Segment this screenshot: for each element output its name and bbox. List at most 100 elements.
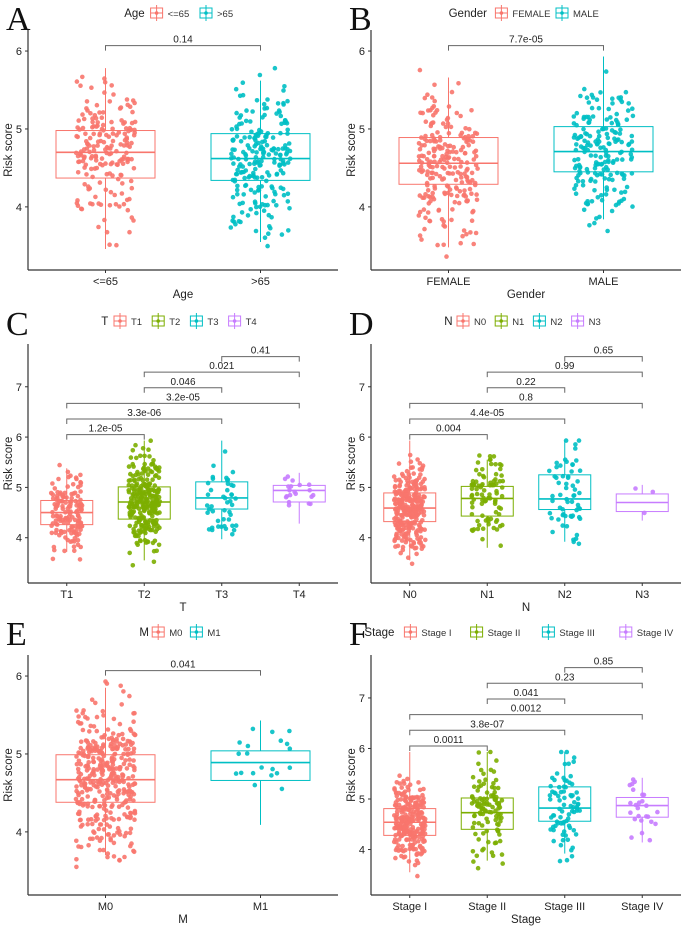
data-point <box>75 766 81 772</box>
data-point <box>157 465 162 470</box>
box-m1 <box>210 720 311 825</box>
data-point <box>142 453 147 459</box>
data-point <box>620 157 625 162</box>
data-point <box>417 233 423 238</box>
x-axis-title: T <box>179 602 186 614</box>
data-point <box>157 510 162 515</box>
data-point <box>92 799 97 804</box>
data-point <box>397 483 402 489</box>
data-point <box>150 493 155 499</box>
data-point <box>104 791 110 797</box>
data-point <box>121 121 126 126</box>
data-point <box>108 836 113 841</box>
data-point <box>437 174 443 179</box>
data-point <box>587 117 592 123</box>
data-point <box>558 463 563 468</box>
data-point <box>238 770 244 776</box>
data-point <box>68 509 73 514</box>
panel-letter: B <box>349 1 372 38</box>
data-point <box>484 828 489 834</box>
y-axis-title: Risk score <box>346 437 358 491</box>
data-point <box>57 498 62 504</box>
data-point <box>635 805 641 811</box>
data-point <box>101 128 106 133</box>
data-point <box>105 760 110 766</box>
data-point <box>570 483 576 488</box>
panel-letter: E <box>6 616 27 653</box>
data-point <box>613 117 619 123</box>
data-point <box>243 183 248 189</box>
data-point <box>130 563 136 568</box>
data-point <box>413 830 419 835</box>
legend-key-3: Stage III <box>541 624 595 640</box>
data-point <box>237 115 242 120</box>
data-point <box>574 122 579 128</box>
data-point <box>90 804 95 810</box>
data-point <box>123 758 128 763</box>
data-point <box>574 458 579 463</box>
data-point <box>95 143 100 148</box>
data-point <box>85 754 91 760</box>
data-point <box>215 518 221 524</box>
data-point <box>87 729 92 734</box>
data-point <box>226 517 232 522</box>
data-point <box>424 157 430 162</box>
data-point <box>285 98 290 104</box>
data-point <box>287 492 293 498</box>
data-point <box>230 469 236 475</box>
data-point <box>154 497 159 503</box>
data-point <box>416 492 422 498</box>
data-point <box>78 544 83 550</box>
data-point <box>419 546 425 551</box>
data-point <box>445 115 451 121</box>
data-point <box>129 483 135 488</box>
data-point <box>132 765 137 770</box>
data-point <box>463 126 468 131</box>
data-point <box>614 157 620 162</box>
data-point <box>567 825 573 831</box>
data-point <box>83 764 88 769</box>
data-point <box>483 498 488 504</box>
data-point <box>596 133 602 139</box>
data-point <box>81 801 87 807</box>
data-point <box>287 206 292 211</box>
data-point <box>621 196 627 202</box>
data-point <box>105 851 111 856</box>
data-point <box>97 847 103 853</box>
data-point <box>229 151 234 157</box>
data-point <box>272 189 277 195</box>
data-point <box>119 702 124 707</box>
data-point <box>462 188 467 193</box>
data-point <box>76 770 81 775</box>
data-point <box>419 543 424 548</box>
data-point <box>75 800 81 806</box>
data-point <box>557 798 562 803</box>
data-point <box>422 226 427 232</box>
data-point <box>230 194 236 200</box>
data-point <box>132 119 138 125</box>
data-point <box>84 172 89 177</box>
y-tick-label: 4 <box>359 533 365 545</box>
data-point <box>498 466 503 472</box>
data-point <box>111 854 117 859</box>
data-point <box>399 785 404 790</box>
data-point <box>49 530 55 536</box>
data-point <box>577 490 582 496</box>
data-point <box>247 173 252 179</box>
legend-key-2: T2 <box>151 313 180 329</box>
legend-label: MALE <box>573 9 599 20</box>
data-point <box>62 529 67 535</box>
x-axis-title: M <box>178 914 188 926</box>
data-point <box>285 191 291 197</box>
data-point <box>124 798 129 803</box>
data-point <box>475 526 481 532</box>
data-point <box>561 829 567 834</box>
data-point <box>131 496 137 501</box>
data-point <box>262 235 268 240</box>
data-point <box>115 789 121 794</box>
data-point <box>259 765 264 770</box>
comparison-bracket: 0.41 <box>221 346 300 362</box>
data-point <box>572 186 577 191</box>
data-point <box>257 72 263 78</box>
legend-dot <box>575 319 580 323</box>
